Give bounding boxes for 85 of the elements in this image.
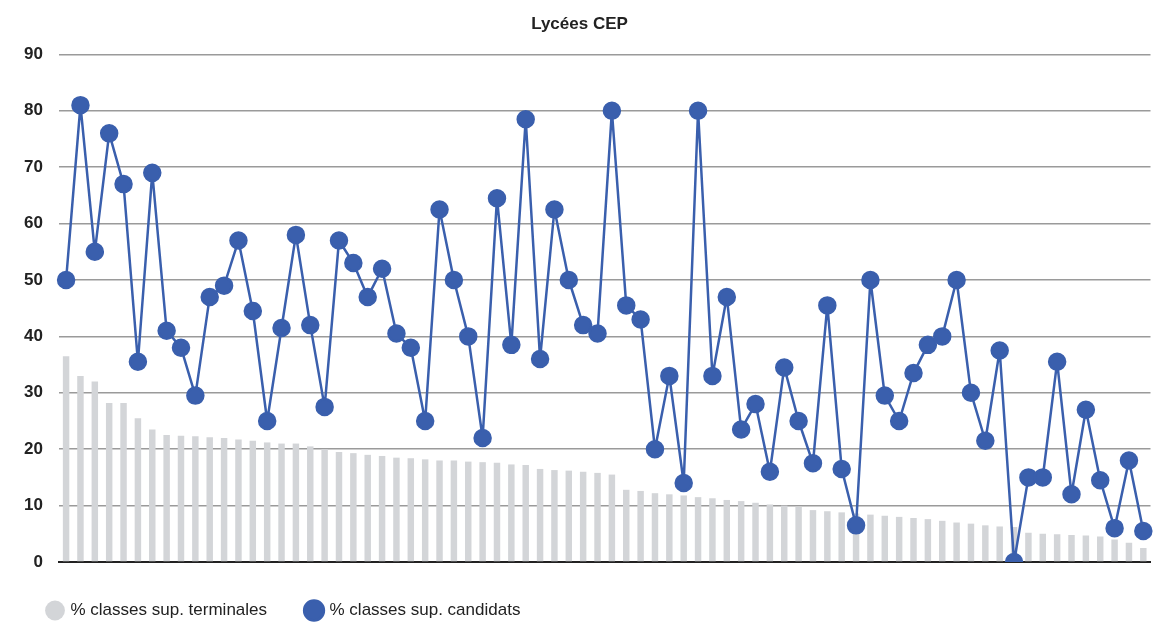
bar	[105, 402, 113, 562]
bar	[1068, 534, 1075, 562]
bar	[407, 458, 415, 562]
bar	[350, 453, 357, 562]
y-tick-label: 50	[23, 269, 43, 289]
bar	[579, 471, 587, 562]
bar	[149, 429, 156, 562]
bar	[766, 504, 774, 562]
bar	[953, 522, 960, 562]
bar	[1125, 542, 1133, 562]
bar	[781, 505, 788, 562]
bar	[206, 437, 213, 562]
bar	[91, 381, 99, 562]
bar	[838, 512, 845, 562]
bar	[62, 356, 70, 562]
bar	[292, 443, 300, 562]
bar	[709, 498, 716, 562]
bar	[967, 523, 975, 562]
bar	[809, 510, 817, 562]
bar	[666, 494, 673, 562]
y-tick-label: 10	[23, 495, 43, 515]
bar	[493, 462, 501, 562]
bar	[939, 520, 946, 562]
bar	[1039, 533, 1047, 562]
y-tick-label: 0	[33, 551, 43, 571]
bar	[651, 493, 659, 562]
bar	[565, 470, 573, 562]
bar	[1053, 534, 1061, 562]
bar	[867, 514, 874, 562]
bar	[421, 459, 429, 562]
legend-label: % classes sup. terminales	[70, 600, 268, 620]
bar	[321, 449, 328, 562]
y-tick-label: 30	[23, 382, 43, 402]
bar	[982, 525, 989, 562]
bar	[694, 497, 702, 562]
bar	[465, 461, 472, 562]
bar	[737, 501, 745, 562]
bar	[436, 460, 443, 562]
y-tick-label: 80	[23, 100, 43, 120]
bar	[508, 464, 515, 562]
bar	[1097, 536, 1104, 562]
bar	[249, 440, 257, 562]
bar	[177, 435, 185, 562]
bar	[1082, 535, 1090, 562]
bar	[192, 436, 199, 562]
bar	[278, 443, 285, 562]
bar	[752, 502, 759, 562]
bar	[795, 506, 802, 562]
bar	[881, 515, 889, 562]
bar	[1025, 532, 1032, 562]
bar	[608, 474, 616, 562]
y-tick-label: 70	[23, 156, 43, 176]
y-tick-label: 20	[23, 438, 43, 458]
bar	[895, 516, 903, 562]
bar	[824, 511, 831, 562]
bar	[307, 446, 314, 562]
bar	[536, 468, 544, 562]
bar	[637, 490, 644, 562]
bar	[220, 437, 228, 562]
bar	[594, 472, 601, 562]
bar	[378, 455, 386, 562]
bar	[364, 454, 371, 562]
bar	[120, 402, 127, 562]
y-tick-label: 60	[23, 213, 43, 233]
bar	[235, 439, 242, 562]
bar	[924, 519, 932, 562]
y-tick-label: 90	[23, 44, 43, 64]
bar	[163, 435, 170, 562]
bar	[910, 518, 917, 562]
chart-title: Lycées CEP	[531, 13, 628, 33]
bar	[551, 470, 558, 562]
bar	[723, 499, 731, 562]
bar	[134, 418, 142, 562]
bar	[623, 489, 630, 562]
bar	[479, 462, 486, 562]
bar	[450, 460, 458, 562]
bar	[393, 457, 400, 562]
bar	[335, 452, 343, 562]
bar	[1140, 547, 1147, 562]
bar	[522, 464, 529, 562]
legend-label: % classes sup. candidats	[329, 600, 521, 620]
bar	[77, 375, 84, 562]
bar	[263, 442, 271, 562]
y-tick-label: 40	[23, 326, 43, 346]
bar	[996, 526, 1003, 562]
